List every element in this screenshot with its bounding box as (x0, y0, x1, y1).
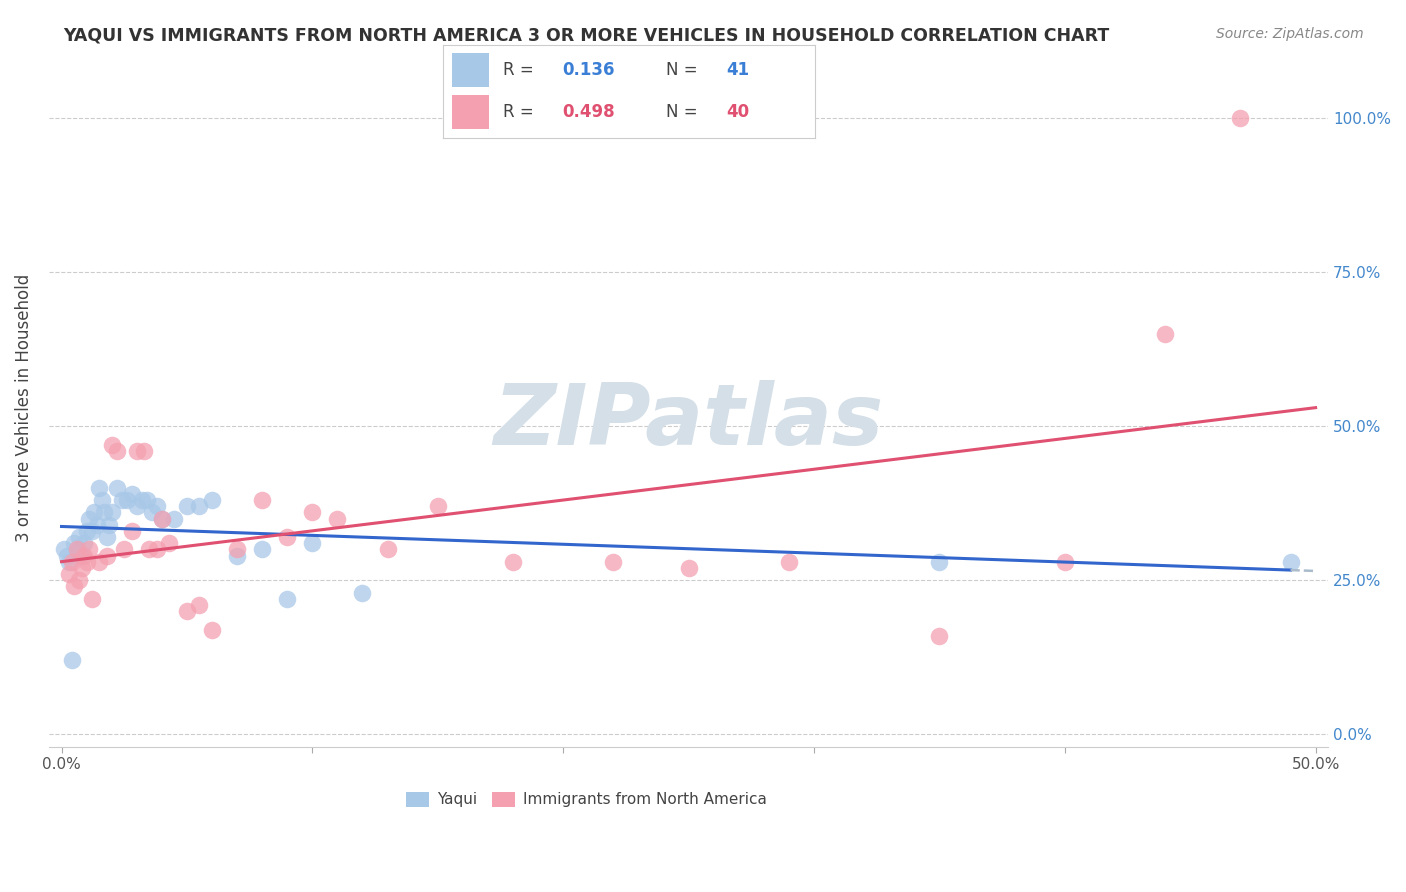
Point (96, 549, 118, 563)
Text: N =: N = (666, 61, 697, 78)
Point (70, 549, 93, 563)
Point (98, 517, 121, 532)
Point (89, 481, 111, 495)
Text: Source: ZipAtlas.com: Source: ZipAtlas.com (1216, 27, 1364, 41)
Point (226, 549, 249, 563)
Point (276, 530, 298, 544)
Point (100, 505, 122, 519)
Point (77, 511, 100, 525)
Text: R =: R = (502, 103, 533, 121)
Bar (453, 95, 489, 129)
Point (138, 542, 160, 557)
Point (201, 493, 224, 508)
Point (928, 555, 950, 569)
Point (163, 511, 186, 525)
Point (678, 561, 700, 575)
Point (115, 493, 138, 508)
Point (250, 542, 273, 557)
Point (83, 505, 105, 519)
Point (80, 524, 103, 538)
Point (121, 487, 143, 501)
Point (778, 555, 800, 569)
Point (58, 555, 80, 569)
Point (146, 542, 169, 557)
Point (1229, 111, 1251, 125)
Point (58, 567, 80, 582)
Point (377, 542, 399, 557)
Point (135, 493, 157, 508)
Point (112, 542, 135, 557)
Text: 0.498: 0.498 (562, 103, 614, 121)
Point (73, 536, 96, 550)
Point (76, 555, 98, 569)
Point (100, 437, 122, 451)
Point (352, 585, 374, 599)
Point (928, 629, 950, 643)
Point (602, 555, 624, 569)
Text: 41: 41 (725, 61, 749, 78)
Point (276, 591, 298, 606)
Point (131, 493, 153, 508)
Point (201, 623, 224, 637)
Point (89, 555, 111, 569)
Point (157, 536, 180, 550)
Y-axis label: 3 or more Vehicles in Household: 3 or more Vehicles in Household (15, 274, 32, 541)
Point (70, 561, 93, 575)
Point (67, 530, 90, 544)
Point (77, 542, 100, 557)
Text: YAQUI VS IMMIGRANTS FROM NORTH AMERICA 3 OR MORE VEHICLES IN HOUSEHOLD CORRELATI: YAQUI VS IMMIGRANTS FROM NORTH AMERICA 3… (63, 27, 1109, 45)
Point (150, 511, 173, 525)
Point (146, 500, 169, 514)
Point (176, 604, 198, 618)
Point (96, 530, 118, 544)
Point (188, 598, 211, 612)
Text: N =: N = (666, 103, 697, 121)
Text: 0.136: 0.136 (562, 61, 614, 78)
Point (301, 505, 323, 519)
Point (141, 505, 163, 519)
Point (188, 500, 211, 514)
Point (502, 555, 524, 569)
Point (326, 511, 349, 525)
Point (150, 511, 173, 525)
Point (125, 443, 148, 458)
Point (55, 549, 77, 563)
Point (73, 549, 96, 563)
Text: R =: R = (502, 61, 533, 78)
Point (53, 542, 76, 557)
Point (93, 505, 115, 519)
Bar (453, 53, 489, 87)
Point (125, 500, 148, 514)
Point (1279, 555, 1302, 569)
Point (65, 542, 87, 557)
Point (301, 536, 323, 550)
Point (67, 573, 90, 587)
Text: 40: 40 (725, 103, 749, 121)
Point (121, 524, 143, 538)
Point (105, 443, 128, 458)
Point (111, 493, 134, 508)
Point (134, 443, 156, 458)
Point (63, 536, 86, 550)
Point (76, 524, 98, 538)
Point (176, 500, 198, 514)
Point (90, 493, 112, 508)
Point (1154, 326, 1177, 341)
Point (86, 517, 108, 532)
Point (60, 653, 83, 667)
Text: ZIPatlas: ZIPatlas (494, 380, 884, 463)
Point (65, 542, 87, 557)
Point (60, 555, 83, 569)
Point (226, 542, 249, 557)
Point (80, 591, 103, 606)
Point (426, 500, 449, 514)
Point (63, 579, 86, 593)
Point (250, 493, 273, 508)
Point (1053, 555, 1076, 569)
Legend: Yaqui, Immigrants from North America: Yaqui, Immigrants from North America (399, 785, 772, 814)
Point (105, 481, 128, 495)
